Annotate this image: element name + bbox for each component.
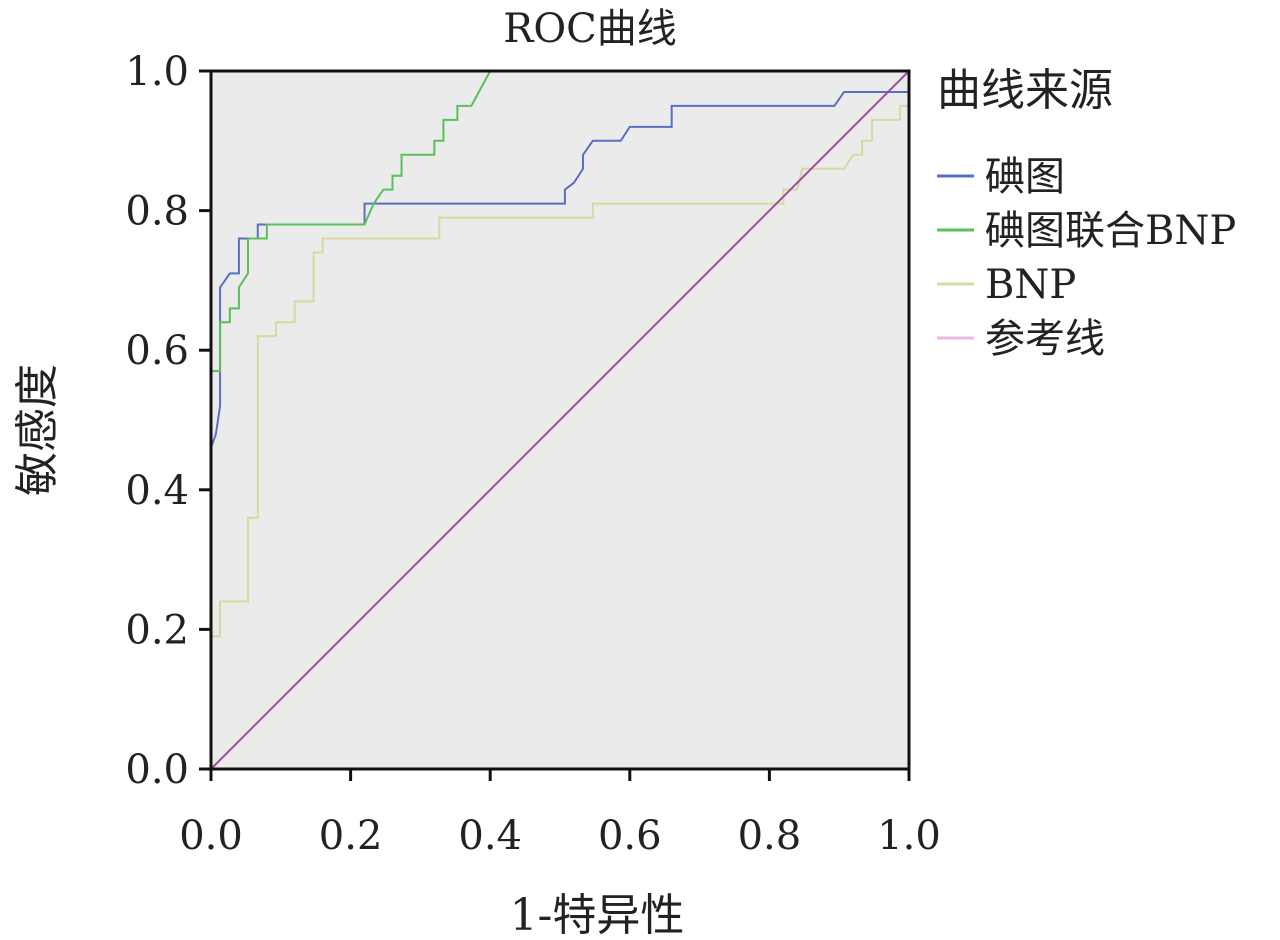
y-tick-label: 0.4 [125, 468, 189, 514]
legend-label-3: BNP [985, 262, 1076, 308]
y-tick-label: 1.0 [125, 49, 189, 95]
y-tick-label: 0.6 [125, 328, 189, 374]
chart-title: ROC曲线 [503, 6, 677, 52]
y-tick-label: 0.8 [125, 189, 189, 235]
series-line-2 [211, 70, 492, 373]
x-tick-label: 1.0 [877, 813, 941, 859]
x-axis: 0.0 0.2 0.4 0.6 0.8 1.0 [179, 769, 941, 859]
x-tick-label: 0.2 [319, 813, 383, 859]
series-line-3 [211, 104, 909, 638]
x-tick-label: 0.0 [179, 813, 243, 859]
legend-title: 曲线来源 [937, 65, 1113, 116]
x-tick-label: 0.8 [738, 813, 802, 859]
plot-frame [209, 69, 911, 771]
x-tick-label: 0.4 [458, 813, 522, 859]
series-line-1 [210, 90, 909, 449]
y-axis-title: 敏感度 [12, 364, 63, 496]
series-layer [210, 70, 910, 770]
y-tick-label: 0.0 [125, 747, 189, 793]
y-axis: 0.0 0.2 0.4 0.6 0.8 1.0 [125, 49, 211, 793]
legend-label-4: 参考线 [985, 316, 1105, 362]
series-line-4 [210, 70, 910, 770]
x-axis-title: 1-特异性 [510, 890, 685, 940]
legend-label-2: 碘图联合BNP [985, 208, 1236, 254]
x-tick-label: 0.6 [598, 813, 662, 859]
legend-label-1: 碘图 [985, 154, 1065, 200]
y-tick-label: 0.2 [125, 607, 189, 653]
